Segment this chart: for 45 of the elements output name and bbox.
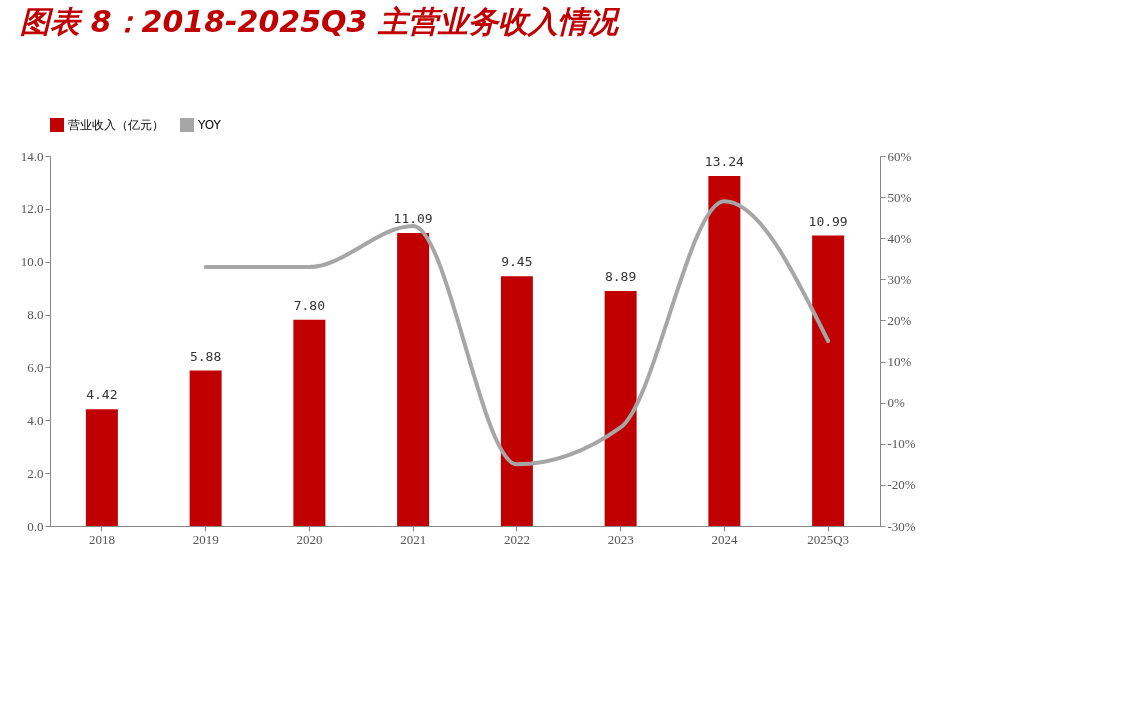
y-tick-label: 6.0 [27,359,44,375]
chart-title: 图表 8：2018-2025Q3 主营业务收入情况 [20,4,621,39]
y-tick-label: 14.0 [20,148,44,164]
y2-tick-label: -20% [887,477,916,493]
y2-tick-label: -10% [887,436,916,452]
y2-tick-label: -30% [887,518,916,534]
y2-tick-label: 40% [887,230,912,246]
bar [604,291,637,526]
y-tick-label: 10.0 [20,254,44,270]
y2-tick-label: 30% [887,271,912,287]
data-label: 10.99 [808,213,848,229]
y-tick-label: 12.0 [20,201,44,217]
y-tick-label: 4.0 [27,412,44,428]
y2-tick-label: 20% [887,312,912,328]
y2-tick-label: 10% [887,354,912,370]
data-label: 8.89 [604,269,637,285]
y2-tick-label: 50% [887,189,912,205]
y2-tick-label: 60% [887,148,912,164]
bar [812,235,845,526]
y-tick-label: 0.0 [27,518,44,534]
x-tick-label: 2021 [400,531,427,547]
bar [500,276,533,526]
x-tick-label: 2023 [607,531,634,547]
data-label: 7.80 [293,297,326,313]
x-tick-label: 2025Q3 [807,531,850,547]
x-tick-label: 2018 [88,531,115,547]
x-tick-label: 2024 [711,531,738,547]
data-label: 13.24 [704,154,745,170]
x-tick-label: 2019 [192,531,219,547]
legend-label: 营业收入（亿元） [68,118,164,132]
legend-label: YOY [197,118,222,132]
data-label: 11.09 [393,210,433,226]
bar [189,370,222,526]
data-label: 5.88 [189,348,222,364]
data-label: 4.42 [86,387,118,403]
data-label: 9.45 [501,254,533,270]
bar [708,176,741,526]
y-tick-label: 2.0 [27,465,44,481]
x-tick-label: 2020 [296,531,323,547]
bar [85,409,118,526]
x-tick-label: 2022 [503,531,530,547]
y-tick-label: 8.0 [27,307,44,323]
y2-tick-label: 0% [887,395,905,411]
bar [293,319,326,526]
bar [397,232,430,526]
